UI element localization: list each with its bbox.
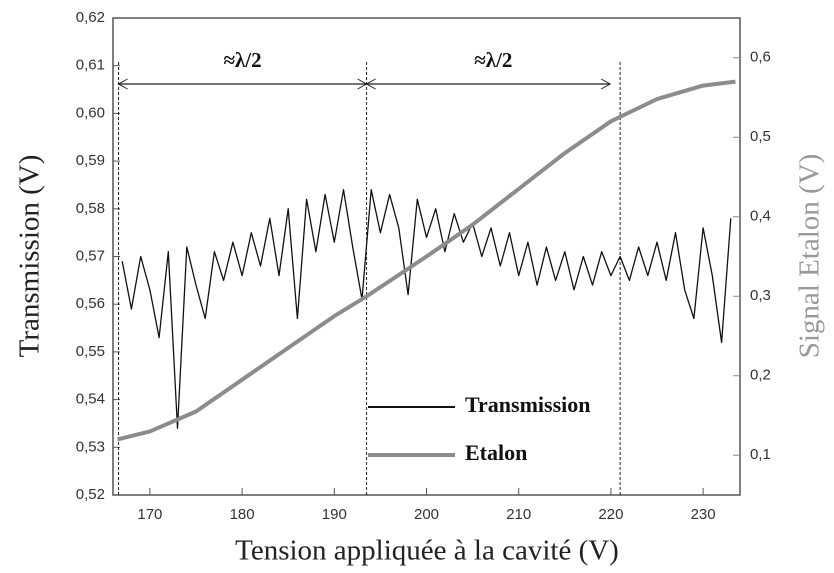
legend-label: Etalon (465, 440, 527, 465)
arrow-head (117, 78, 128, 90)
x-axis-label: Tension appliquée à la cavité (V) (235, 535, 619, 567)
y2-tick-label: 0,5 (750, 128, 771, 145)
y-tick-label: 0,54 (76, 391, 105, 408)
y-tick-label: 0,59 (76, 152, 105, 169)
y-tick-label: 0,61 (76, 57, 105, 74)
x-tick-label: 210 (506, 506, 531, 523)
x-tick-label: 230 (691, 506, 716, 523)
y-axis-label: Transmission (V) (14, 155, 46, 358)
y-tick-label: 0,58 (76, 200, 105, 217)
arrow-head (365, 78, 376, 90)
series-line (121, 189, 732, 429)
x-tick-label: 190 (322, 506, 347, 523)
y-tick-label: 0,57 (76, 247, 105, 264)
legend-label: Transmission (465, 392, 591, 417)
annotation: ≈λ/2 (223, 48, 261, 72)
x-tick-label: 220 (598, 506, 623, 523)
annotation: ≈λ/2 (474, 48, 512, 72)
y-tick-label: 0,53 (76, 438, 105, 455)
y-tick-label: 0,60 (76, 104, 105, 121)
y2-tick-label: 0,1 (750, 446, 771, 463)
y-tick-label: 0,62 (76, 9, 105, 26)
x-tick-label: 170 (137, 506, 162, 523)
x-tick-label: 200 (414, 506, 439, 523)
y2-tick-label: 0,2 (750, 367, 771, 384)
y2-tick-label: 0,3 (750, 287, 771, 304)
arrow-head (600, 78, 612, 90)
y2-tick-label: 0,6 (750, 49, 771, 66)
x-tick-label: 180 (230, 506, 255, 523)
y2-tick-label: 0,4 (750, 208, 771, 225)
y2-axis-label: Signal Etalon (V) (794, 154, 826, 359)
y-tick-label: 0,55 (76, 343, 105, 360)
series-line (117, 79, 736, 442)
y-tick-label: 0,52 (76, 486, 105, 503)
y-tick-label: 0,56 (76, 295, 105, 312)
